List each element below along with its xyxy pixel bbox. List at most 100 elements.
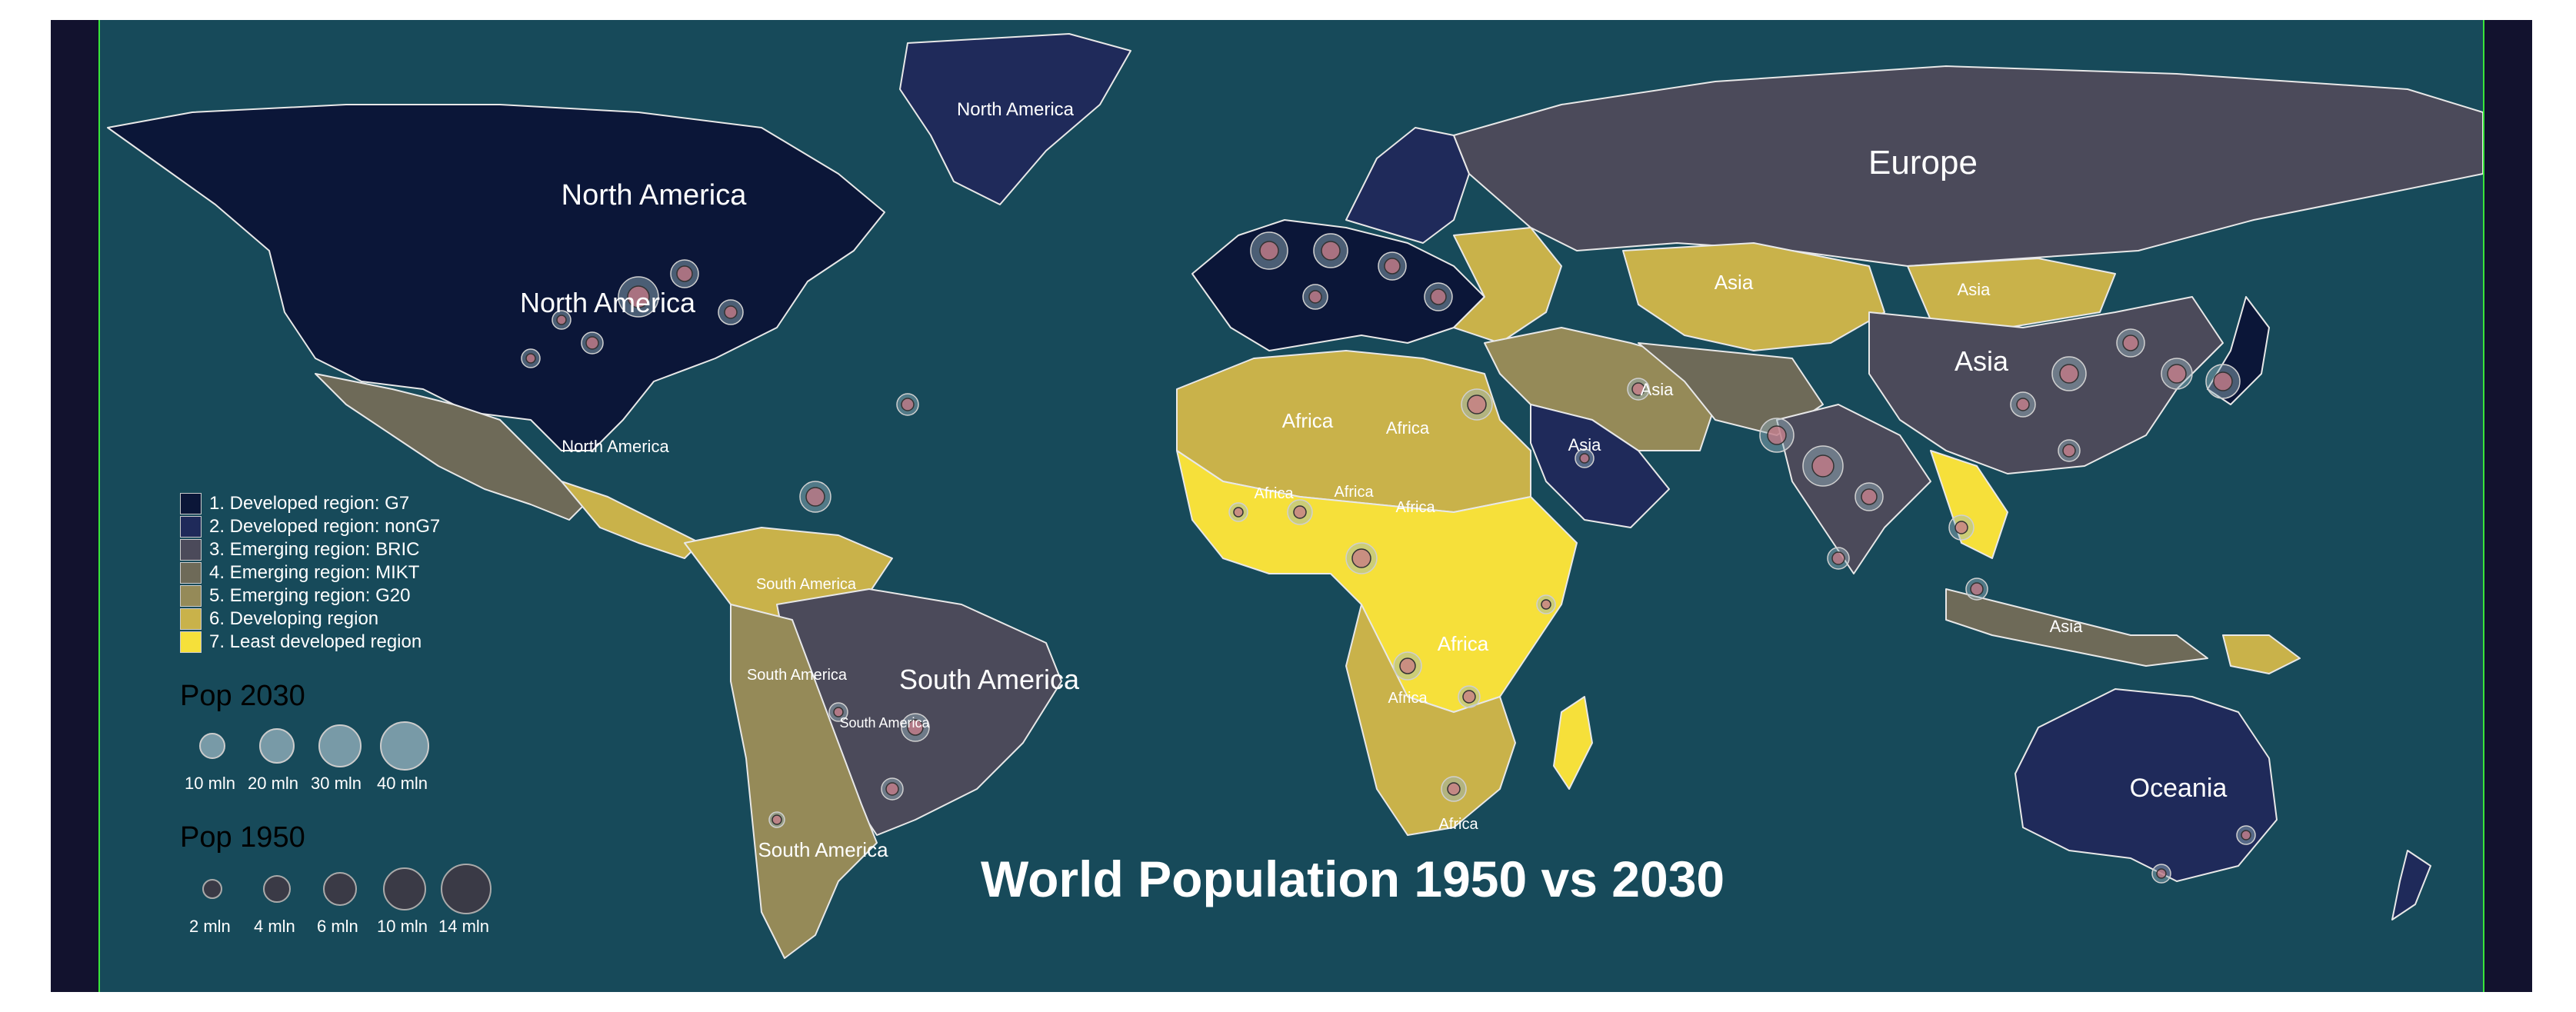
city-bubble-1950 (1631, 382, 1645, 396)
city-bubble-1950 (2167, 364, 2187, 384)
saudi-arabia[interactable] (1530, 404, 1670, 528)
region-label: South America (747, 667, 848, 684)
north-america-g7[interactable] (107, 104, 885, 451)
region-label: North America (562, 179, 748, 211)
madagascar[interactable] (1553, 696, 1593, 790)
central-america[interactable] (561, 481, 701, 559)
region-label: Africa (1282, 409, 1334, 432)
central-asia[interactable] (1622, 242, 1885, 351)
pop1950-size-legend (202, 864, 492, 914)
pop1950-size-circle (202, 879, 222, 899)
city-bubble-1950 (1462, 690, 1476, 704)
region-label: Africa (1254, 485, 1294, 502)
south-america-south[interactable] (730, 604, 878, 959)
city-bubble-1950 (627, 285, 650, 308)
india[interactable] (1776, 404, 1931, 574)
legend-item: 4. Emerging region: MIKT (180, 561, 440, 584)
scandinavia[interactable] (1345, 127, 1470, 244)
pop1950-size-label: 4 mln (254, 917, 295, 936)
city-bubble-1950 (1384, 258, 1401, 275)
city-bubble-1950 (805, 487, 825, 507)
papua[interactable] (2222, 634, 2301, 674)
city-bubble-1950 (901, 398, 915, 411)
city-bubble-1950 (724, 305, 738, 319)
greenland[interactable] (899, 33, 1131, 205)
africa-south[interactable] (1345, 604, 1516, 836)
legend-label: 6. Developing region (209, 608, 379, 629)
region-labels: North America North America North Americ… (520, 99, 2227, 861)
legend-swatch (180, 585, 202, 607)
pop1950-size-circle (263, 875, 291, 903)
city-bubble-1950 (1954, 521, 1968, 534)
city-bubble-1950 (2241, 830, 2251, 841)
city-bubble-1950 (676, 265, 693, 282)
pop2030-size-circle (318, 724, 362, 767)
city-bubble-1950 (1447, 782, 1461, 796)
region-label: North America (957, 99, 1075, 120)
city-bubble-1950 (1579, 453, 1590, 464)
pop2030-size-label: 30 mln (311, 774, 362, 793)
city-bubble-1950 (1467, 394, 1487, 414)
region-label: Africa (1395, 499, 1435, 516)
region-label: Oceania (2130, 774, 2228, 803)
pop1950-size-circle (383, 867, 426, 910)
city-bubble-1950 (1308, 290, 1322, 304)
legend-swatch (180, 608, 202, 630)
region-label: Africa (1386, 418, 1430, 438)
legend-label: 5. Emerging region: G20 (209, 585, 411, 606)
city-bubble-1950 (1970, 582, 1984, 596)
australia[interactable] (2014, 688, 2278, 882)
legend-label: 4. Emerging region: MIKT (209, 562, 420, 583)
region-label: South America (899, 664, 1080, 695)
mexico[interactable] (315, 373, 593, 521)
russia[interactable] (1453, 65, 2483, 267)
southeast-asia[interactable] (1930, 450, 2008, 559)
city-bubble-1950 (1233, 507, 1244, 518)
pop2030-size-circle (199, 733, 225, 759)
city-bubble-1950 (833, 707, 844, 717)
city-bubble-1950 (2213, 371, 2233, 391)
new-zealand[interactable] (2391, 850, 2431, 920)
pop2030-size-label: 20 mln (248, 774, 299, 793)
city-bubble-1950 (1861, 488, 1878, 505)
city-bubble-1950 (585, 336, 599, 350)
region-label: North America (520, 287, 696, 318)
city-bubbles (521, 231, 2256, 884)
city-bubble-1950 (2016, 398, 2030, 411)
city-bubble-1950 (556, 315, 567, 325)
city-bubble-1950 (1259, 241, 1279, 261)
city-bubble-1950 (2122, 335, 2139, 351)
region-label: Africa (1334, 484, 1374, 501)
pop1950-size-circle (441, 864, 492, 914)
pop1950-size-label: 2 mln (189, 917, 231, 936)
city-bubble-1950 (2059, 364, 2079, 384)
category-legend: 1. Developed region: G7 2. Developed reg… (180, 492, 440, 654)
pop1950-size-label: 6 mln (317, 917, 358, 936)
legend-swatch (180, 493, 202, 514)
pop2030-size-label: 10 mln (185, 774, 236, 793)
region-label: South America (839, 715, 930, 731)
legend-item: 7. Least developed region (180, 631, 440, 654)
region-label: Europe (1868, 144, 1978, 181)
city-bubble-1950 (2156, 868, 2167, 879)
pop2030-size-label: 40 mln (377, 774, 428, 793)
map-ocean[interactable]: North America North America North Americ… (100, 20, 2483, 992)
legend-swatch (180, 516, 202, 538)
indonesia[interactable] (1945, 588, 2208, 667)
region-label: Asia (1954, 345, 2009, 377)
city-bubble-1950 (1541, 599, 1551, 610)
city-bubble-1950 (907, 719, 924, 736)
city-bubble-1950 (1399, 657, 1416, 674)
city-bubble-1950 (771, 814, 782, 825)
legend-item: 1. Developed region: G7 (180, 492, 440, 515)
world-map[interactable]: North America North America North Americ… (100, 20, 2483, 992)
region-label: Africa (1438, 816, 1478, 833)
europe-east[interactable] (1453, 227, 1562, 344)
legend-item: 3. Emerging region: BRIC (180, 538, 440, 561)
region-label: Asia (1641, 380, 1675, 399)
pop1950-size-label: 14 mln (438, 917, 490, 936)
city-bubble-1950 (2062, 444, 2076, 458)
legend-item: 6. Developing region (180, 608, 440, 631)
city-bubble-1950 (1811, 454, 1835, 478)
city-bubble-1950 (1351, 548, 1371, 568)
